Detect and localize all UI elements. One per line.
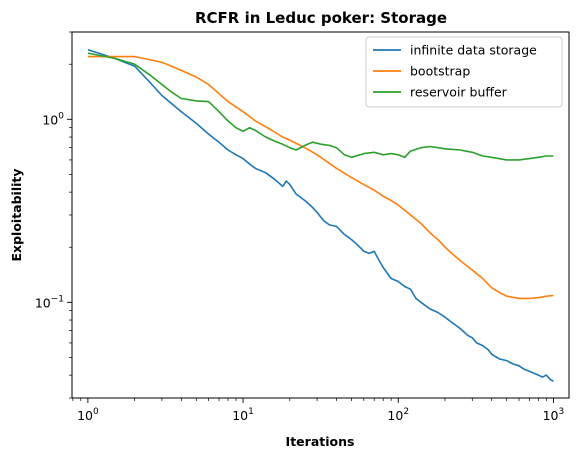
plot-area: 100 101 102 103 10−1 100 <box>35 31 570 423</box>
series-line-0 <box>87 48 554 382</box>
x-tick-label: 103 <box>543 407 565 423</box>
x-axis-label: Iterations <box>286 434 355 449</box>
legend: infinite data storage bootstrap reservoir … <box>365 36 563 108</box>
legend-label-1: bootstrap <box>410 64 470 79</box>
chart-title: RCFR in Leduc poker: Storage <box>195 9 447 27</box>
y-axis-ticks: 10−1 100 <box>35 31 72 399</box>
x-tick-label: 101 <box>232 407 254 423</box>
legend-label-2: reservoir buffer <box>410 85 508 100</box>
series-line-2 <box>87 52 554 161</box>
legend-label-0: infinite data storage <box>410 43 537 58</box>
series-layer <box>87 48 554 382</box>
series-line-1 <box>87 55 554 300</box>
y-tick-label: 10−1 <box>35 294 64 310</box>
y-axis-label: Exploitability <box>9 168 24 261</box>
y-tick-label: 100 <box>42 111 64 127</box>
legend-box <box>365 36 563 108</box>
x-tick-label: 100 <box>77 407 99 423</box>
x-axis-ticks: 100 101 102 103 <box>72 398 565 423</box>
x-tick-label: 102 <box>387 407 409 423</box>
